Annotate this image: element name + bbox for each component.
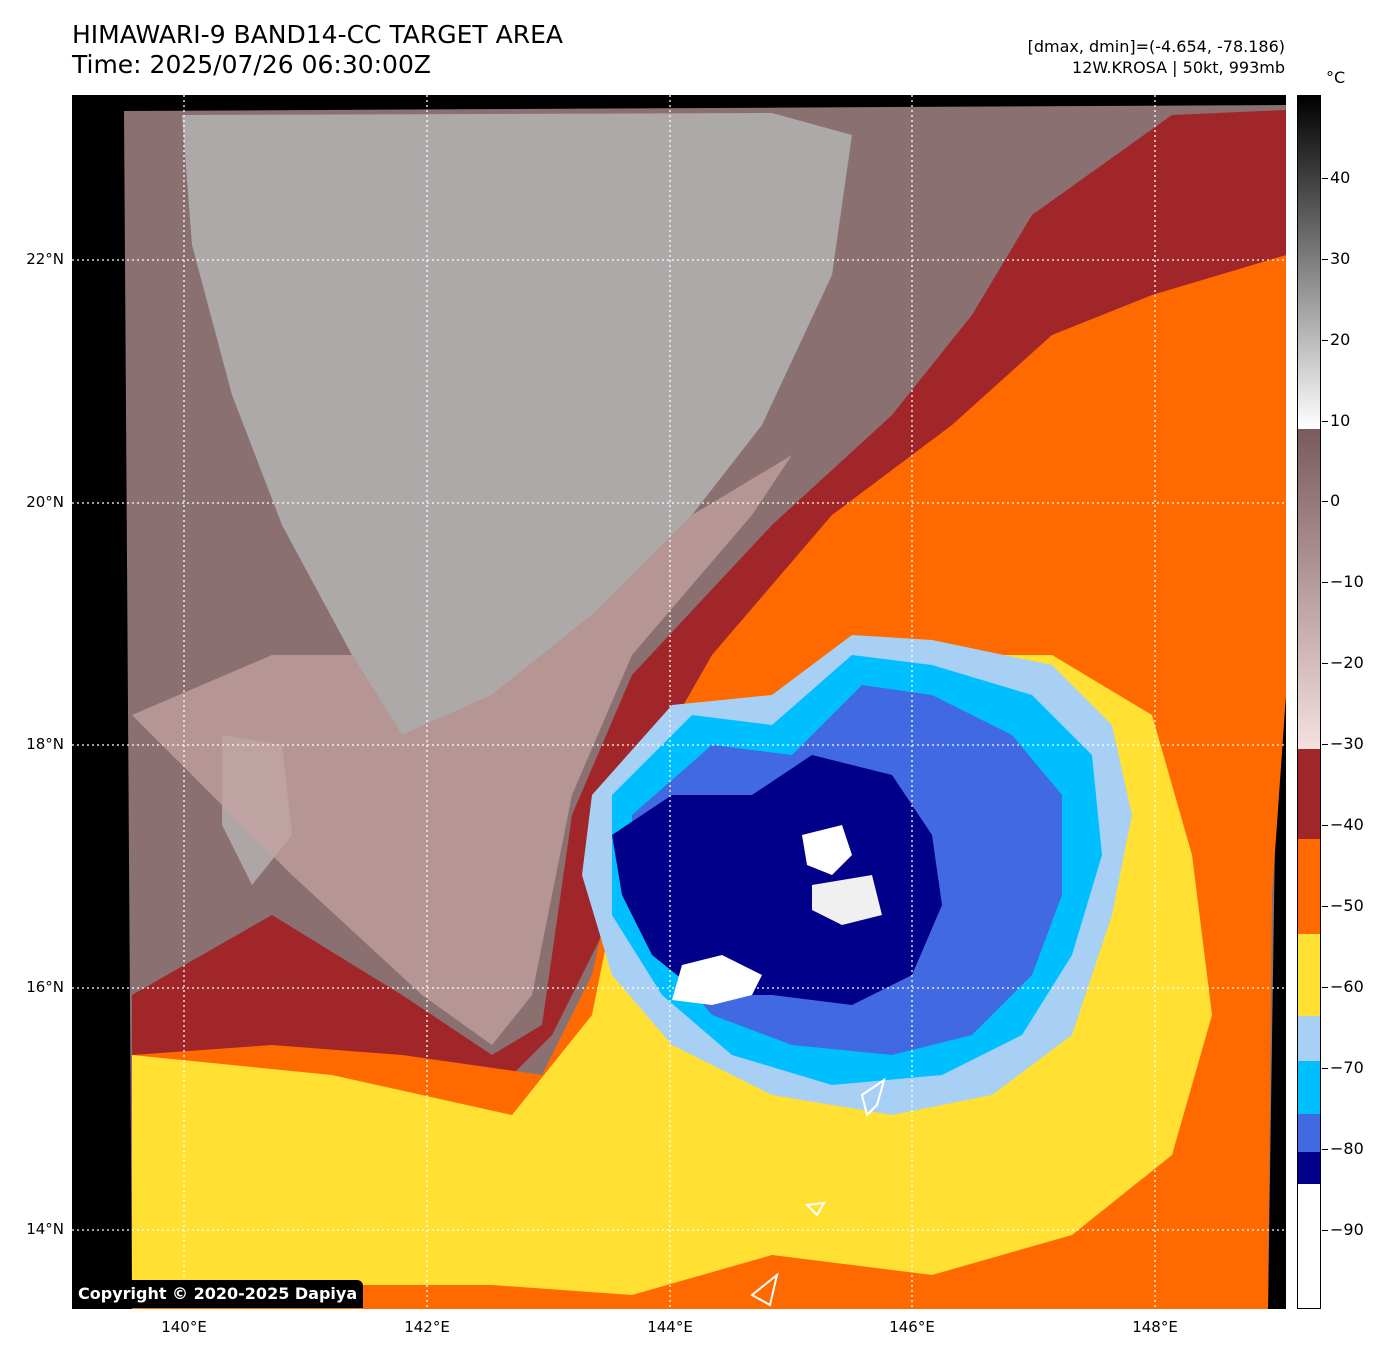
colorbar-royal-blue-segment (1298, 1114, 1320, 1152)
colorbar-tick (1322, 1230, 1328, 1231)
colorbar-tick (1322, 1068, 1328, 1069)
colorbar-light-blue-segment (1298, 1016, 1320, 1061)
lon-label-142: 142°E (404, 1318, 450, 1336)
colorbar-tick (1322, 1149, 1328, 1150)
graticule (72, 95, 1286, 1309)
cloud-region-navy (612, 755, 942, 1005)
colorbar (1297, 95, 1321, 1309)
lat-label-20: 20°N (26, 493, 64, 511)
colorbar-cyan-segment (1298, 1061, 1320, 1114)
colorbar-yellow-segment (1298, 934, 1320, 1016)
cloud-region-coldest (672, 955, 762, 1005)
colorbar-tick (1322, 906, 1328, 907)
cloud-region-pink (132, 455, 792, 1045)
colorbar-label: −20 (1330, 653, 1364, 672)
chart-title: HIMAWARI-9 BAND14-CC TARGET AREA Time: 2… (72, 20, 563, 80)
colorbar-label: −40 (1330, 815, 1364, 834)
lon-label-144: 144°E (647, 1318, 693, 1336)
colorbar-tick (1322, 421, 1328, 422)
satellite-image (72, 95, 1286, 1309)
colorbar-dark-red-segment (1298, 749, 1320, 839)
lat-label-14: 14°N (26, 1220, 64, 1238)
lon-label-148: 148°E (1132, 1318, 1178, 1336)
copyright-label: Copyright © 2020-2025 Dapiya (72, 1280, 364, 1308)
colorbar-label: −30 (1330, 734, 1364, 753)
colorbar-label: −60 (1330, 977, 1364, 996)
colorbar-tick (1322, 987, 1328, 988)
range-text: [dmax, dmin]=(-4.654, -78.186) (1027, 37, 1285, 56)
storm-text: 12W.KROSA | 50kt, 993mb (1072, 58, 1285, 77)
title-line-1: HIMAWARI-9 BAND14-CC TARGET AREA (72, 20, 564, 49)
lat-label-16: 16°N (26, 978, 64, 996)
colorbar-label: −90 (1330, 1220, 1364, 1239)
colorbar-label: −70 (1330, 1058, 1364, 1077)
colorbar-tick (1322, 501, 1328, 502)
colorbar-label: 30 (1330, 249, 1351, 268)
island-outline-3 (750, 1272, 779, 1307)
lat-label-22: 22°N (26, 250, 64, 268)
colorbar-tick (1322, 340, 1328, 341)
cloud-region-dark-red (132, 110, 1286, 1095)
cloud-region-coldest-3 (812, 875, 882, 925)
island-outline (860, 1077, 886, 1117)
lon-label-146: 146°E (889, 1318, 935, 1336)
lat-label-18: 18°N (26, 735, 64, 753)
colorbar-brown-segment (1298, 429, 1320, 749)
colorbar-tick (1322, 663, 1328, 664)
cloud-region-gray (182, 113, 852, 735)
colorbar-gray-segment (1298, 96, 1320, 429)
colorbar-label: 10 (1330, 411, 1351, 430)
colorbar-orange-segment (1298, 839, 1320, 934)
storm-info: [dmax, dmin]=(-4.654, -78.186) 12W.KROSA… (1028, 36, 1285, 78)
colorbar-label: 20 (1330, 330, 1351, 349)
cloud-region-coldest-2 (802, 825, 852, 875)
colorbar-white-segment (1298, 1184, 1320, 1308)
colorbar-scale (1298, 96, 1320, 1308)
satellite-imagery (72, 95, 1286, 1309)
colorbar-navy-segment (1298, 1152, 1320, 1184)
colorbar-label: −80 (1330, 1139, 1364, 1158)
island-outline-2 (804, 1201, 826, 1217)
colorbar-tick (1322, 178, 1328, 179)
colorbar-label: 40 (1330, 168, 1351, 187)
colorbar-label: −50 (1330, 896, 1364, 915)
colorbar-label: −10 (1330, 572, 1364, 591)
colorbar-tick (1322, 582, 1328, 583)
lon-label-140: 140°E (161, 1318, 207, 1336)
colorbar-tick (1322, 259, 1328, 260)
title-line-2: Time: 2025/07/26 06:30:00Z (72, 50, 431, 79)
colorbar-unit: °C (1326, 68, 1346, 87)
colorbar-label: 0 (1330, 491, 1341, 510)
colorbar-tick (1322, 825, 1328, 826)
colorbar-tick (1322, 744, 1328, 745)
